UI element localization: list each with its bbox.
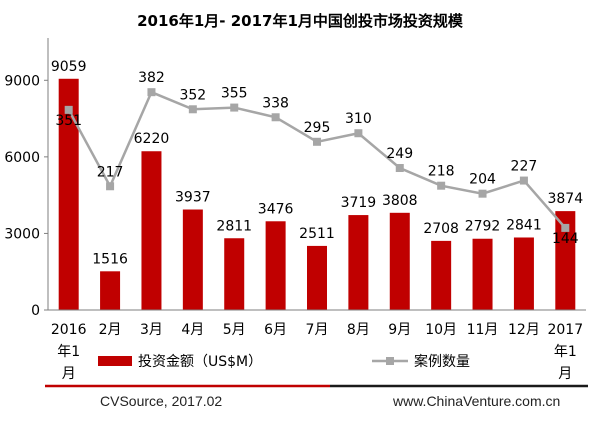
bar-value-label: 2708	[423, 221, 459, 237]
x-tick-label: 12月	[508, 322, 540, 338]
line-value-label: 217	[97, 164, 124, 180]
bar-12	[513, 237, 534, 310]
line-value-label: 144	[552, 231, 579, 247]
bar-11	[472, 238, 493, 310]
line-point-12	[519, 176, 528, 185]
bar-value-label: 3874	[547, 191, 583, 207]
bar-series	[58, 78, 576, 310]
y-tick-label: 0	[31, 303, 40, 319]
bar-3	[141, 151, 162, 310]
line-point-5	[230, 103, 239, 112]
y-tick-label: 9000	[4, 73, 40, 89]
y-tick-label: 3000	[4, 226, 40, 242]
bar-8	[348, 215, 369, 310]
bar-13	[555, 211, 576, 310]
line-value-label: 355	[221, 86, 248, 102]
legend-line-label: 案例数量	[414, 353, 470, 370]
line-point-2	[106, 182, 115, 191]
bar-5	[224, 238, 245, 310]
x-tick-label: 6月	[264, 322, 287, 338]
line-value-label: 295	[304, 120, 331, 136]
line-point-1	[64, 105, 73, 114]
line-point-13	[561, 223, 570, 232]
bar-value-label: 2841	[506, 217, 542, 233]
bar-value-label: 1516	[92, 251, 128, 267]
x-tick-label: 2月	[99, 322, 122, 338]
line-value-label: 382	[138, 70, 165, 86]
line-point-4	[188, 105, 197, 114]
line-point-10	[437, 181, 446, 190]
bar-value-label: 2792	[465, 219, 501, 235]
bar-4	[182, 209, 203, 310]
bar-6	[265, 221, 286, 310]
x-tick-label: 4月	[181, 322, 204, 338]
line-value-label: 310	[345, 111, 372, 127]
line-point-6	[271, 113, 280, 122]
chart-title: 2016年1月- 2017年1月中国创投市场投资规模	[137, 12, 464, 30]
x-tick-label: 10月	[425, 322, 457, 338]
bar-10	[431, 240, 452, 310]
x-tick-label: 2016 年1 月	[51, 322, 87, 382]
bar-1	[58, 78, 79, 310]
line-point-11	[478, 189, 487, 198]
legend-bar-label: 投资金额（US$M）	[138, 354, 262, 370]
bar-value-label: 9059	[51, 59, 87, 75]
source-note: CVSource, 2017.02	[100, 393, 223, 409]
x-tick-label: 8月	[347, 322, 370, 338]
legend: 投资金额（US$M） 案例数量	[98, 353, 470, 370]
bar-value-label: 3719	[341, 195, 377, 211]
y-tick-label: 6000	[4, 150, 40, 166]
line-value-label: 351	[55, 113, 82, 129]
bar-value-label: 2811	[216, 218, 252, 234]
line-series	[64, 88, 570, 232]
line-point-8	[354, 129, 363, 138]
legend-bar-swatch	[98, 356, 132, 366]
line-value-label: 338	[262, 95, 289, 111]
bar-value-label: 3937	[175, 190, 211, 206]
data-labels: 9059 1516 6220 3937 2811 3476 2511 3719 3808 2708…	[51, 59, 583, 268]
line-point-9	[395, 164, 404, 173]
bar-value-label: 2511	[299, 226, 335, 242]
x-tick-label: 2017 年1 月	[547, 322, 583, 382]
line-value-label: 218	[428, 164, 455, 180]
x-tick-label: 9月	[388, 322, 411, 338]
x-tick-label: 5月	[223, 322, 246, 338]
line-point-7	[313, 137, 321, 146]
bar-value-label: 6220	[134, 131, 170, 147]
legend-line-marker	[386, 357, 394, 365]
bar-value-label: 3808	[382, 193, 418, 209]
line-value-label: 227	[511, 159, 538, 175]
bar-9	[389, 212, 410, 310]
line-point-3	[147, 88, 156, 97]
bar-7	[307, 245, 327, 310]
axes: 0 3000 6000 9000 2016 年1 月 2月 3月 4月 5月 6月 7月 8月 9月 10月 1…	[4, 38, 586, 382]
x-tick-label: 11月	[467, 322, 499, 338]
x-tick-label: 3月	[140, 322, 163, 338]
line-value-label: 204	[469, 172, 496, 188]
website-link[interactable]: www.ChinaVenture.com.cn	[393, 393, 561, 409]
x-tick-label: 7月	[306, 322, 329, 338]
bar-2	[100, 271, 121, 310]
bar-value-label: 3476	[258, 201, 294, 217]
line-value-label: 249	[386, 146, 413, 162]
line-value-label: 352	[179, 87, 206, 103]
